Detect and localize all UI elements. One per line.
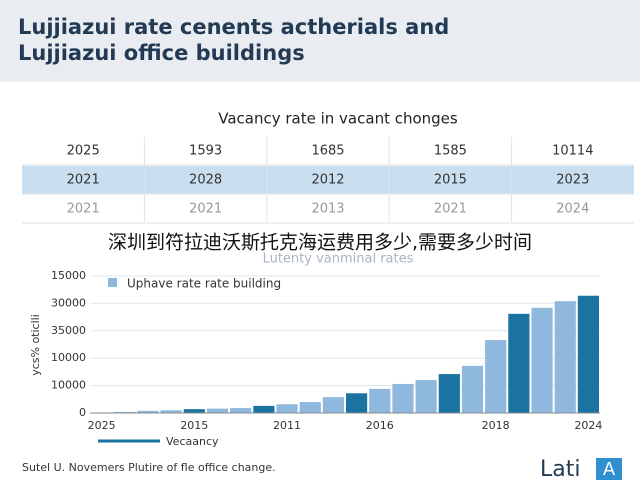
table-cell: 10114 xyxy=(552,144,593,159)
bar xyxy=(531,307,553,413)
bar xyxy=(160,410,182,413)
y-tick-label: 30000 xyxy=(51,296,86,309)
legend-label: Uphave rate rate building xyxy=(127,277,281,291)
bar xyxy=(346,393,368,413)
bar xyxy=(461,365,484,413)
chart-title: Lutenty vanminal rates xyxy=(263,252,414,267)
legend-label: Vecaancy xyxy=(166,435,219,448)
footer-note: Sutel U. Novemers Plutire of fle office … xyxy=(22,461,276,474)
bar xyxy=(230,408,252,413)
bar xyxy=(114,411,136,413)
y-tick-label: 10000 xyxy=(51,379,86,392)
table-cell: 2025 xyxy=(67,144,100,159)
x-tick-label: 2024 xyxy=(574,419,602,432)
bar xyxy=(415,380,437,413)
title-line: Lujjiazui office buildings xyxy=(18,41,305,65)
x-tick-label: 2015 xyxy=(180,419,208,432)
table-cell: 2021 xyxy=(67,173,100,188)
bar xyxy=(276,404,298,413)
bar xyxy=(485,340,507,413)
x-tick-label: 2018 xyxy=(482,419,510,432)
table-cell: 2012 xyxy=(311,173,344,188)
bar xyxy=(577,295,599,413)
y-tick-label: 0 xyxy=(79,406,86,419)
bar xyxy=(206,408,229,413)
y-axis-label: ycs% oticlli xyxy=(29,314,42,376)
table-cell: 2024 xyxy=(556,202,589,217)
bar xyxy=(369,388,391,413)
table-cell: 1593 xyxy=(189,144,222,159)
row-highlight xyxy=(22,166,634,194)
bar xyxy=(554,301,576,413)
logo-badge-box xyxy=(596,458,622,480)
title-line: Lujjiazui rate cenents actherials and xyxy=(18,15,449,39)
bar xyxy=(183,409,205,413)
table-cell: 2021 xyxy=(189,202,222,217)
x-tick-label: 2025 xyxy=(88,419,116,432)
bar xyxy=(137,410,159,413)
x-tick-label: 2011 xyxy=(273,419,301,432)
table-cell: 1685 xyxy=(311,144,344,159)
bar xyxy=(392,383,414,413)
logo: Lati xyxy=(540,457,580,480)
bar xyxy=(322,397,344,413)
x-tick-label: 2016 xyxy=(366,419,394,432)
header-band xyxy=(0,0,640,82)
logo-badge: A xyxy=(603,459,616,480)
table-cell: 2023 xyxy=(556,173,589,188)
bar xyxy=(253,405,275,413)
overlay-text: 深圳到符拉迪沃斯托克海运费用多少,需要多少时间 xyxy=(108,232,532,254)
table-title: Vacancy rate in vacant chonges xyxy=(218,110,458,128)
table-cell: 2013 xyxy=(311,202,344,217)
bar xyxy=(438,374,460,413)
table-cell: 2015 xyxy=(434,173,467,188)
y-tick-label: 10000 xyxy=(51,351,86,364)
legend-swatch xyxy=(108,278,117,287)
table-cell: 2028 xyxy=(189,173,222,188)
bar xyxy=(508,313,530,413)
table-cell: 2021 xyxy=(67,202,100,217)
bar xyxy=(299,402,321,413)
table-cell: 2021 xyxy=(434,202,467,217)
table-cell: 1585 xyxy=(434,144,467,159)
y-tick-label: 35000 xyxy=(51,324,86,337)
y-tick-label: 15000 xyxy=(51,269,86,282)
